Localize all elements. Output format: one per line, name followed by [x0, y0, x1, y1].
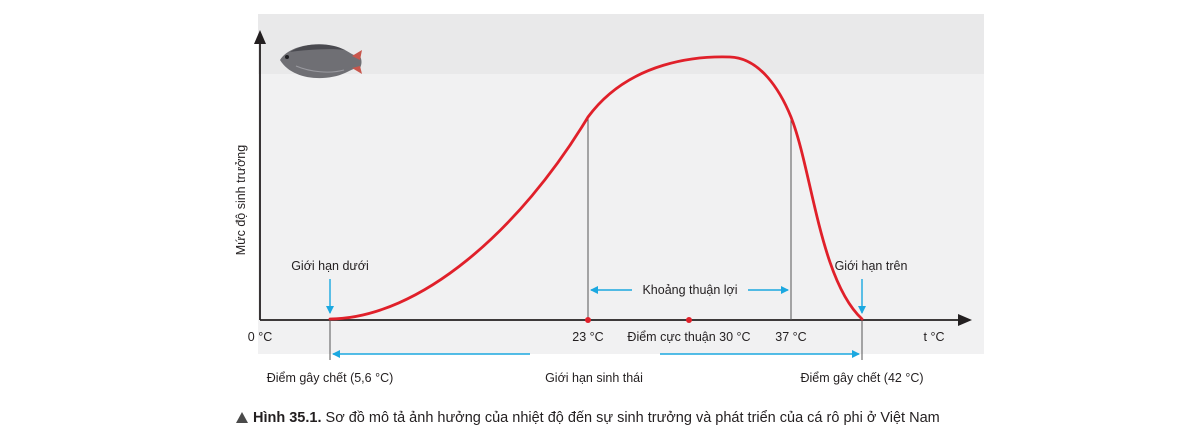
- favorable-range-label: Khoảng thuận lợi: [642, 283, 737, 297]
- point-optimum: [686, 317, 692, 323]
- caption-text: Sơ đồ mô tả ảnh hưởng của nhiệt độ đến s…: [321, 410, 940, 426]
- growth-curve: [328, 55, 864, 321]
- lower-limit-label: Giới hạn dưới: [291, 259, 369, 273]
- caption-triangle-icon: [236, 412, 248, 423]
- x-axis-label: t °C: [924, 330, 945, 344]
- y-axis-arrowhead: [254, 30, 266, 44]
- ecological-limit-label: Giới hạn sinh thái: [545, 371, 643, 385]
- optimum-label: Điểm cực thuận 30 °C: [627, 330, 750, 344]
- death-high-label: Điểm gây chết (42 °C): [800, 371, 923, 385]
- y-axis-label: Mức độ sinh trưởng: [234, 145, 248, 255]
- x-axis-arrowhead: [958, 314, 972, 326]
- figure-caption: Hình 35.1. Sơ đồ mô tả ảnh hưởng của nhi…: [236, 410, 1176, 426]
- fish-icon: [280, 44, 362, 79]
- tick-37-label: 37 °C: [775, 330, 806, 344]
- upper-limit-label: Giới hạn trên: [835, 259, 908, 273]
- caption-title: Hình 35.1.: [253, 410, 322, 426]
- point-23: [585, 317, 591, 323]
- death-low-label: Điểm gây chết (5,6 °C): [267, 371, 394, 385]
- tick-23-label: 23 °C: [572, 330, 603, 344]
- background-panel-top: [258, 14, 984, 74]
- origin-label: 0 °C: [248, 330, 272, 344]
